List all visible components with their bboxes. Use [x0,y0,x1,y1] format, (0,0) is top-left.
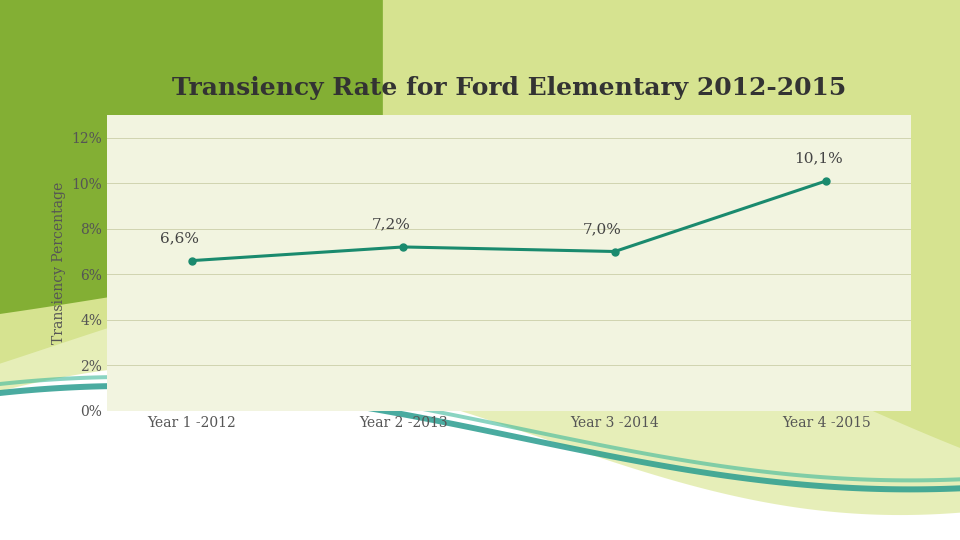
Polygon shape [0,383,960,492]
Polygon shape [0,0,960,515]
Text: 7,0%: 7,0% [583,222,622,237]
Text: 10,1%: 10,1% [795,152,843,166]
Polygon shape [0,0,960,448]
Polygon shape [0,375,960,482]
Text: 6,6%: 6,6% [160,232,199,245]
Y-axis label: Transiency Percentage: Transiency Percentage [52,182,66,344]
Title: Transiency Rate for Ford Elementary 2012-2015: Transiency Rate for Ford Elementary 2012… [172,76,846,100]
Text: 7,2%: 7,2% [372,218,411,232]
Polygon shape [0,388,960,540]
Polygon shape [0,0,383,314]
